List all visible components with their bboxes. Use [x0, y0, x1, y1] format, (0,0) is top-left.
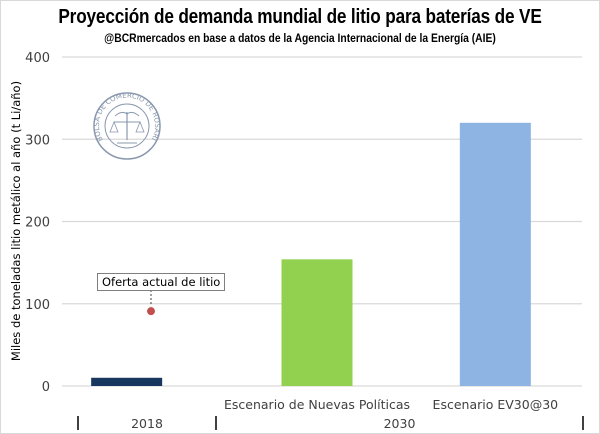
bars: [91, 122, 531, 387]
category-label: Escenario de Nuevas Políticas: [224, 397, 410, 412]
annotation-label: Oferta actual de litio: [97, 273, 226, 291]
y-tick-label: 0: [42, 380, 50, 395]
y-tick-label: 400: [25, 51, 50, 66]
y-tick-labels: 0 100 200 300 400: [25, 51, 50, 395]
group-label: 2030: [384, 416, 416, 431]
annotation-marker: [147, 307, 155, 316]
y-tick-label: 100: [25, 298, 50, 313]
category-labels: Escenario de Nuevas Políticas Escenario E…: [224, 397, 558, 412]
annotation: [147, 290, 155, 316]
bcr-seal-watermark: BOLSA DE COMERCIO DE ROSARIO: [93, 92, 161, 160]
y-tick-label: 200: [25, 216, 50, 231]
group-labels: 2018 2030: [77, 416, 584, 431]
bar: [459, 122, 531, 387]
y-axis-label: Miles de toneladas litio metálico al año…: [9, 81, 23, 361]
bar: [281, 259, 353, 386]
bar: [91, 377, 163, 386]
y-tick-label: 300: [25, 133, 50, 148]
chart-title: Proyección de demanda mundial de litio p…: [58, 6, 542, 28]
group-label: 2018: [131, 416, 163, 431]
chart-subtitle: @BCRmercados en base a datos de la Agenc…: [104, 31, 496, 45]
category-label: Escenario EV30@30: [433, 397, 559, 412]
